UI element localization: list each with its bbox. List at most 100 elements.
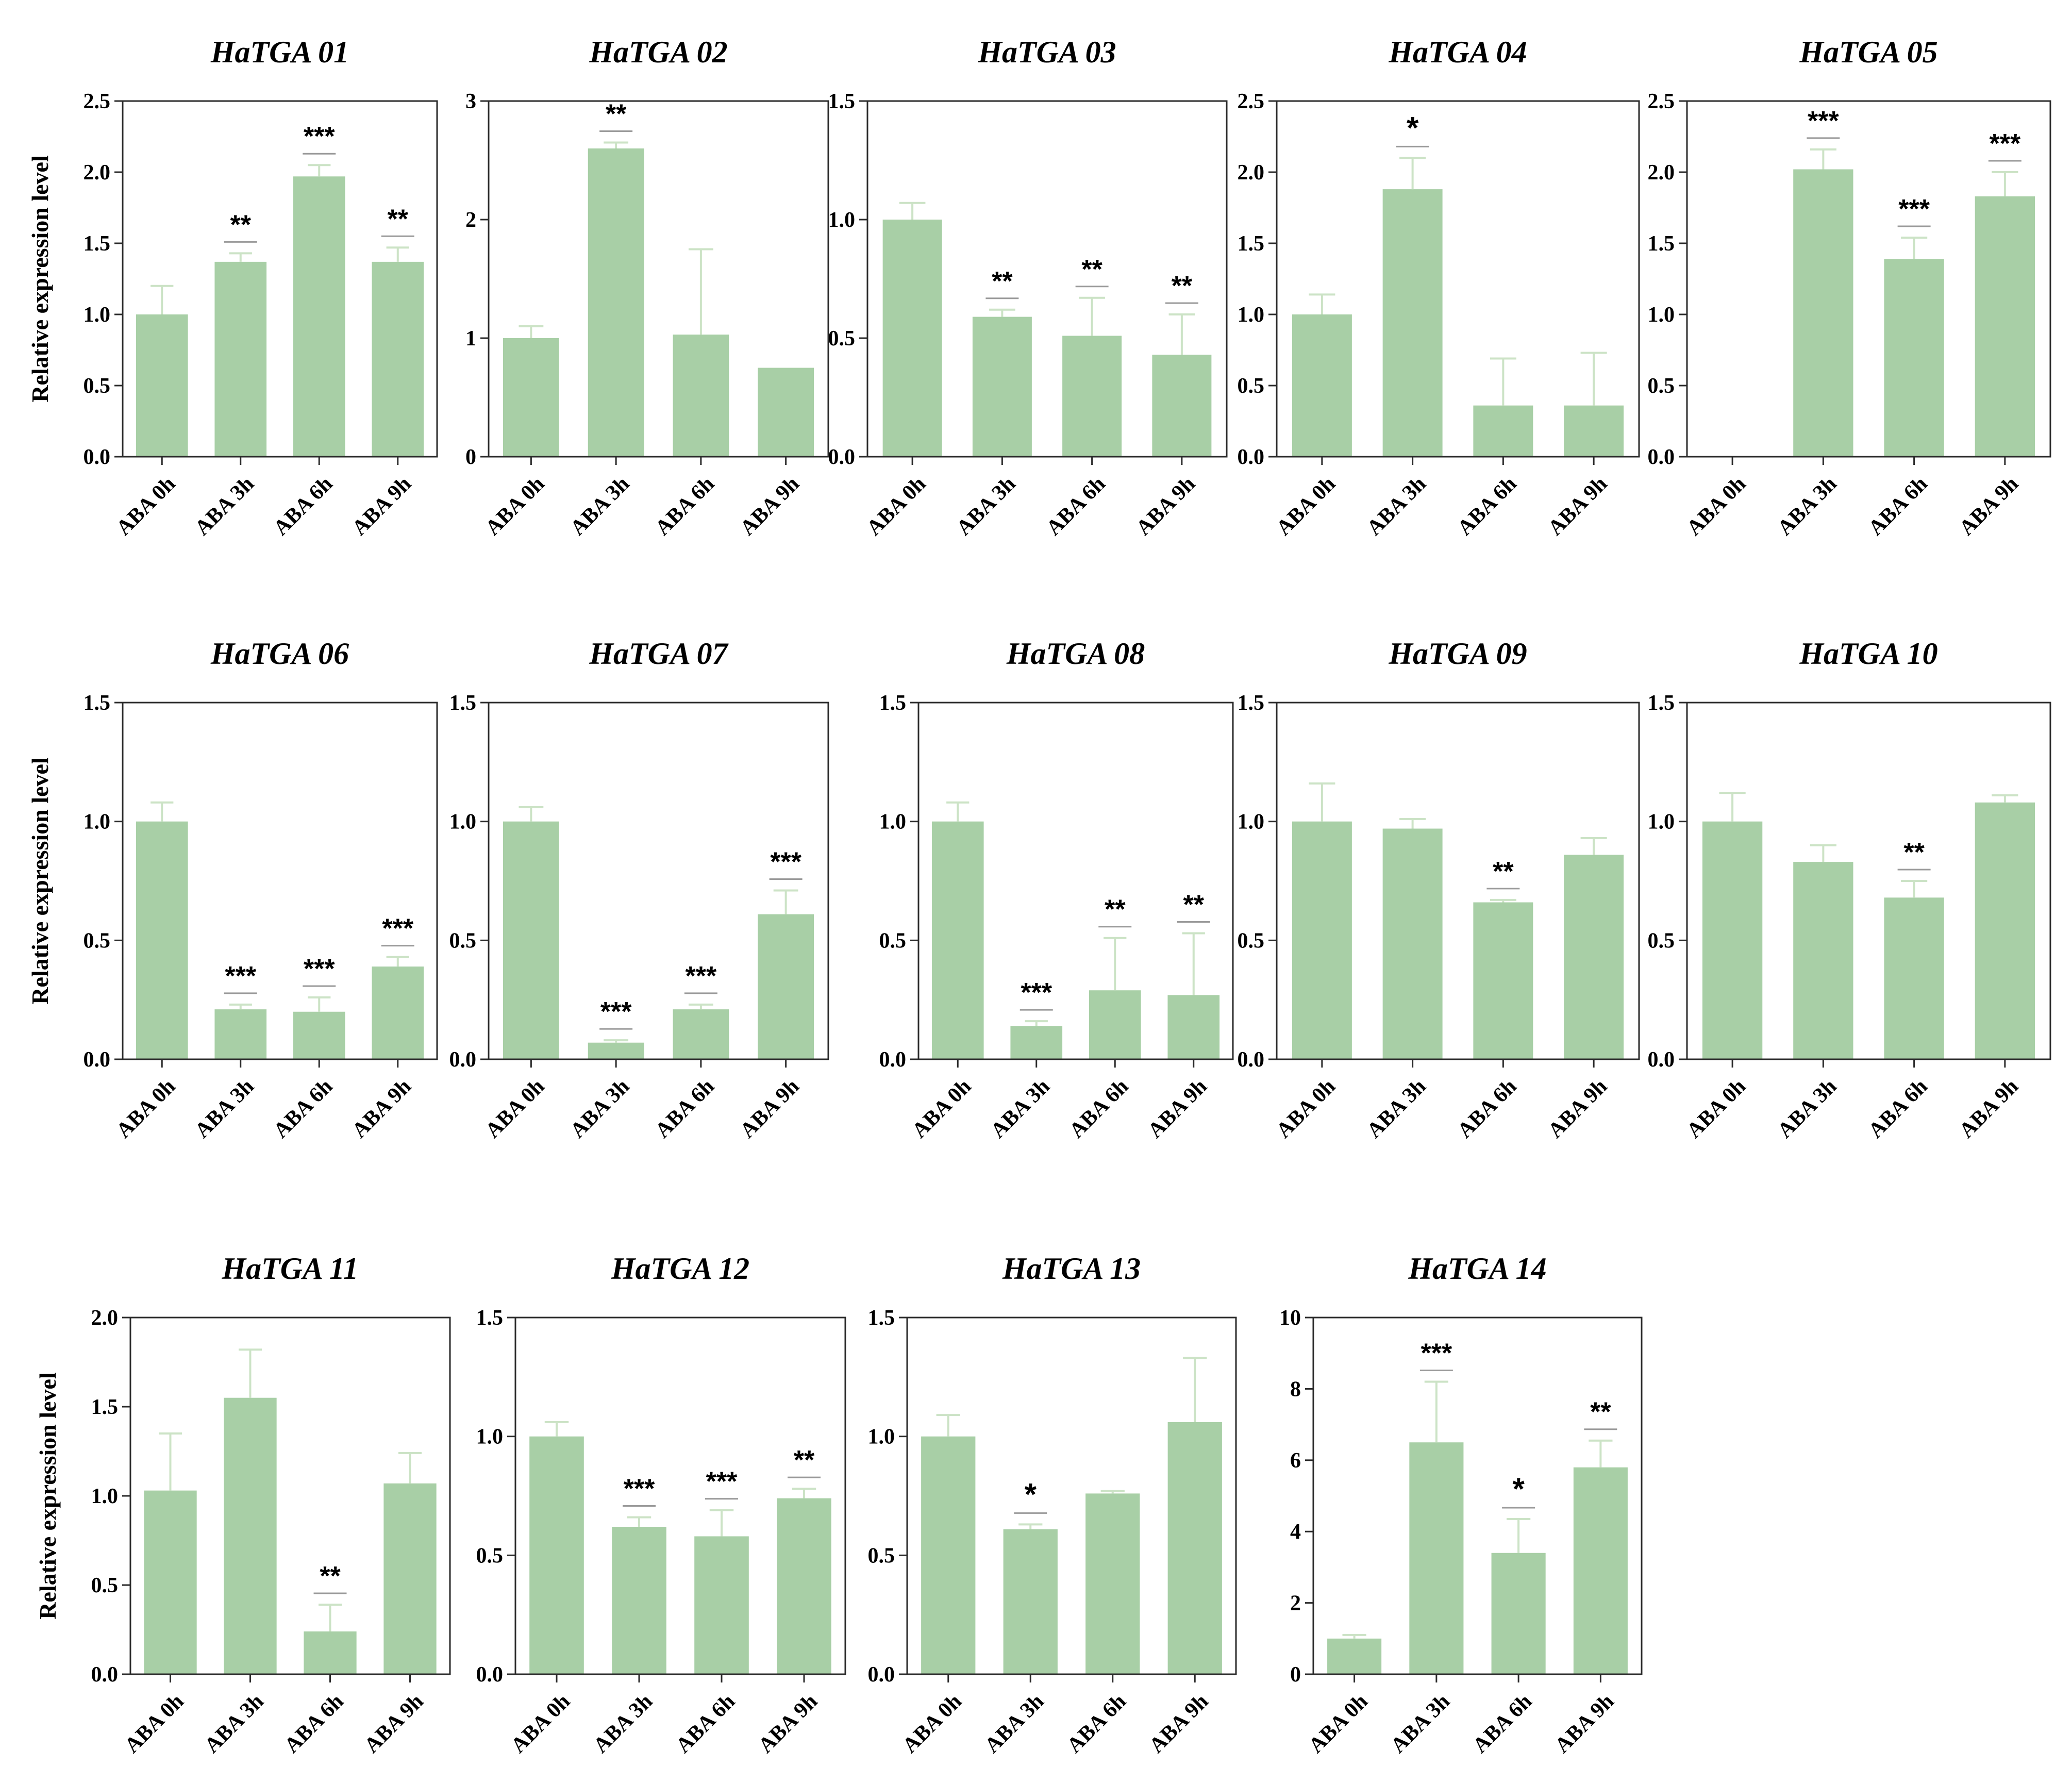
y-tick-label: 0.5 bbox=[1238, 374, 1265, 398]
bar bbox=[383, 1483, 437, 1674]
x-tick-label: ABA 6h bbox=[1062, 1690, 1130, 1758]
x-tick-label: ABA 9h bbox=[1145, 1690, 1213, 1758]
y-tick-label: 0.0 bbox=[828, 445, 856, 469]
x-tick-label: ABA 3h bbox=[1386, 1690, 1455, 1758]
x-tick-label: ABA 9h bbox=[1955, 1075, 2023, 1143]
x-tick-label: ABA 0h bbox=[908, 1075, 976, 1143]
y-tick-label: 2.0 bbox=[1648, 161, 1675, 185]
x-tick-label: ABA 0h bbox=[481, 1075, 549, 1143]
y-tick-label: 0.0 bbox=[1648, 445, 1675, 469]
x-tick-label: ABA 3h bbox=[190, 1075, 258, 1143]
chart-title: HaTGA 03 bbox=[977, 35, 1116, 69]
bar bbox=[136, 821, 188, 1059]
x-tick-label: ABA 6h bbox=[1042, 472, 1110, 540]
significance-label: ** bbox=[1081, 255, 1102, 285]
y-tick-label: 0.5 bbox=[449, 929, 477, 953]
chart-title: HaTGA 07 bbox=[589, 637, 728, 671]
y-tick-label: 6 bbox=[1290, 1449, 1301, 1473]
y-tick-label: 1.5 bbox=[1648, 691, 1675, 715]
y-tick-label: 0.5 bbox=[879, 929, 907, 953]
bar bbox=[1884, 259, 1944, 457]
bar bbox=[503, 821, 559, 1059]
x-tick-label: ABA 6h bbox=[269, 472, 337, 540]
x-tick-label: ABA 0h bbox=[1304, 1690, 1372, 1758]
x-tick-label: ABA 0h bbox=[112, 1075, 180, 1143]
y-tick-label: 1.0 bbox=[91, 1485, 119, 1508]
bar bbox=[1089, 990, 1141, 1059]
x-tick-label: ABA 9h bbox=[754, 1690, 822, 1758]
y-tick-label: 0.0 bbox=[879, 1048, 907, 1072]
x-tick-label: ABA 9h bbox=[736, 472, 804, 540]
x-tick-label: ABA 6h bbox=[651, 472, 719, 540]
x-tick-label: ABA 9h bbox=[736, 1075, 804, 1143]
x-tick-label: ABA 3h bbox=[589, 1690, 657, 1758]
x-tick-label: ABA 3h bbox=[1773, 472, 1841, 540]
y-tick-label: 0.0 bbox=[83, 1048, 111, 1072]
y-tick-label: 1.5 bbox=[449, 691, 477, 715]
y-tick-label: 0.0 bbox=[1238, 1048, 1265, 1072]
y-tick-label: 1.0 bbox=[879, 810, 907, 834]
significance-label: ** bbox=[320, 1561, 341, 1591]
bar bbox=[1702, 821, 1763, 1059]
chart-title: HaTGA 13 bbox=[1002, 1252, 1141, 1286]
y-tick-label: 1.5 bbox=[1648, 232, 1675, 256]
significance-label: ** bbox=[992, 266, 1013, 296]
x-tick-label: ABA 6h bbox=[1864, 1075, 1932, 1143]
bar bbox=[1327, 1638, 1382, 1674]
x-tick-label: ABA 9h bbox=[1955, 472, 2023, 540]
significance-label: ** bbox=[1903, 838, 1925, 868]
bar bbox=[214, 261, 267, 457]
x-tick-label: ABA 3h bbox=[986, 1075, 1054, 1143]
y-tick-label: 0.5 bbox=[1648, 374, 1675, 398]
bar bbox=[1564, 405, 1624, 457]
significance-label: ** bbox=[230, 210, 252, 240]
chart-title: HaTGA 01 bbox=[210, 35, 349, 69]
chart-title: HaTGA 12 bbox=[611, 1252, 749, 1286]
significance-label: *** bbox=[1898, 194, 1930, 224]
y-tick-label: 1.0 bbox=[1648, 810, 1675, 834]
significance-label: ** bbox=[1590, 1397, 1611, 1427]
bar bbox=[1409, 1442, 1464, 1674]
x-tick-label: ABA 9h bbox=[360, 1690, 428, 1758]
chart-panel-1: HaTGA 01 Relative expression level ABA 0h *… bbox=[27, 35, 438, 540]
y-tick-label: 1 bbox=[465, 327, 476, 351]
x-tick-label: ABA 6h bbox=[1864, 472, 1932, 540]
bar bbox=[1382, 828, 1443, 1059]
plot-frame bbox=[488, 702, 829, 1060]
x-tick-label: ABA 6h bbox=[1453, 472, 1521, 540]
bar bbox=[1573, 1467, 1628, 1674]
chart-title: HaTGA 06 bbox=[210, 637, 349, 671]
plot-frame bbox=[1686, 100, 2051, 458]
plot-frame bbox=[1312, 1317, 1643, 1675]
y-axis-label: Relative expression level bbox=[27, 155, 53, 403]
significance-label: *** bbox=[1421, 1339, 1452, 1369]
plot-frame bbox=[1686, 702, 2051, 1060]
plot-frame bbox=[122, 100, 438, 458]
significance-label: ** bbox=[794, 1445, 815, 1475]
bar bbox=[1793, 862, 1853, 1059]
bar bbox=[972, 316, 1032, 457]
bar bbox=[224, 1397, 277, 1674]
y-tick-label: 0 bbox=[465, 445, 476, 469]
chart-title: HaTGA 04 bbox=[1388, 35, 1527, 69]
significance-label: *** bbox=[1021, 978, 1052, 1008]
bar bbox=[588, 148, 644, 457]
significance-label: *** bbox=[624, 1474, 655, 1504]
y-tick-label: 1.0 bbox=[476, 1425, 504, 1449]
y-tick-label: 2.5 bbox=[1238, 90, 1265, 113]
y-tick-label: 10 bbox=[1279, 1306, 1301, 1330]
y-tick-label: 0.0 bbox=[449, 1048, 477, 1072]
chart-panel-12: HaTGA 12 ABA 0h *** ABA 3h *** ABA 6h ** ABA 9h… bbox=[476, 1252, 846, 1758]
y-tick-label: 2.5 bbox=[1648, 90, 1675, 113]
x-tick-label: ABA 6h bbox=[672, 1690, 740, 1758]
bar bbox=[1884, 897, 1944, 1059]
bar bbox=[293, 1011, 345, 1059]
chart-panel-13: HaTGA 13 ABA 0h * ABA 3h ABA 6h ABA 9h 0.0 0.5 1… bbox=[868, 1252, 1237, 1758]
x-tick-label: ABA 9h bbox=[347, 1075, 415, 1143]
plot-frame bbox=[1276, 702, 1640, 1060]
plot-frame bbox=[1276, 100, 1640, 458]
significance-label: ** bbox=[1105, 895, 1126, 925]
chart-panel-9: HaTGA 09 ABA 0h ABA 3h ** ABA 6h ABA 9h 0.0 0.5… bbox=[1238, 637, 1640, 1143]
chart-title: HaTGA 10 bbox=[1799, 637, 1937, 671]
y-tick-label: 0.5 bbox=[83, 929, 111, 953]
